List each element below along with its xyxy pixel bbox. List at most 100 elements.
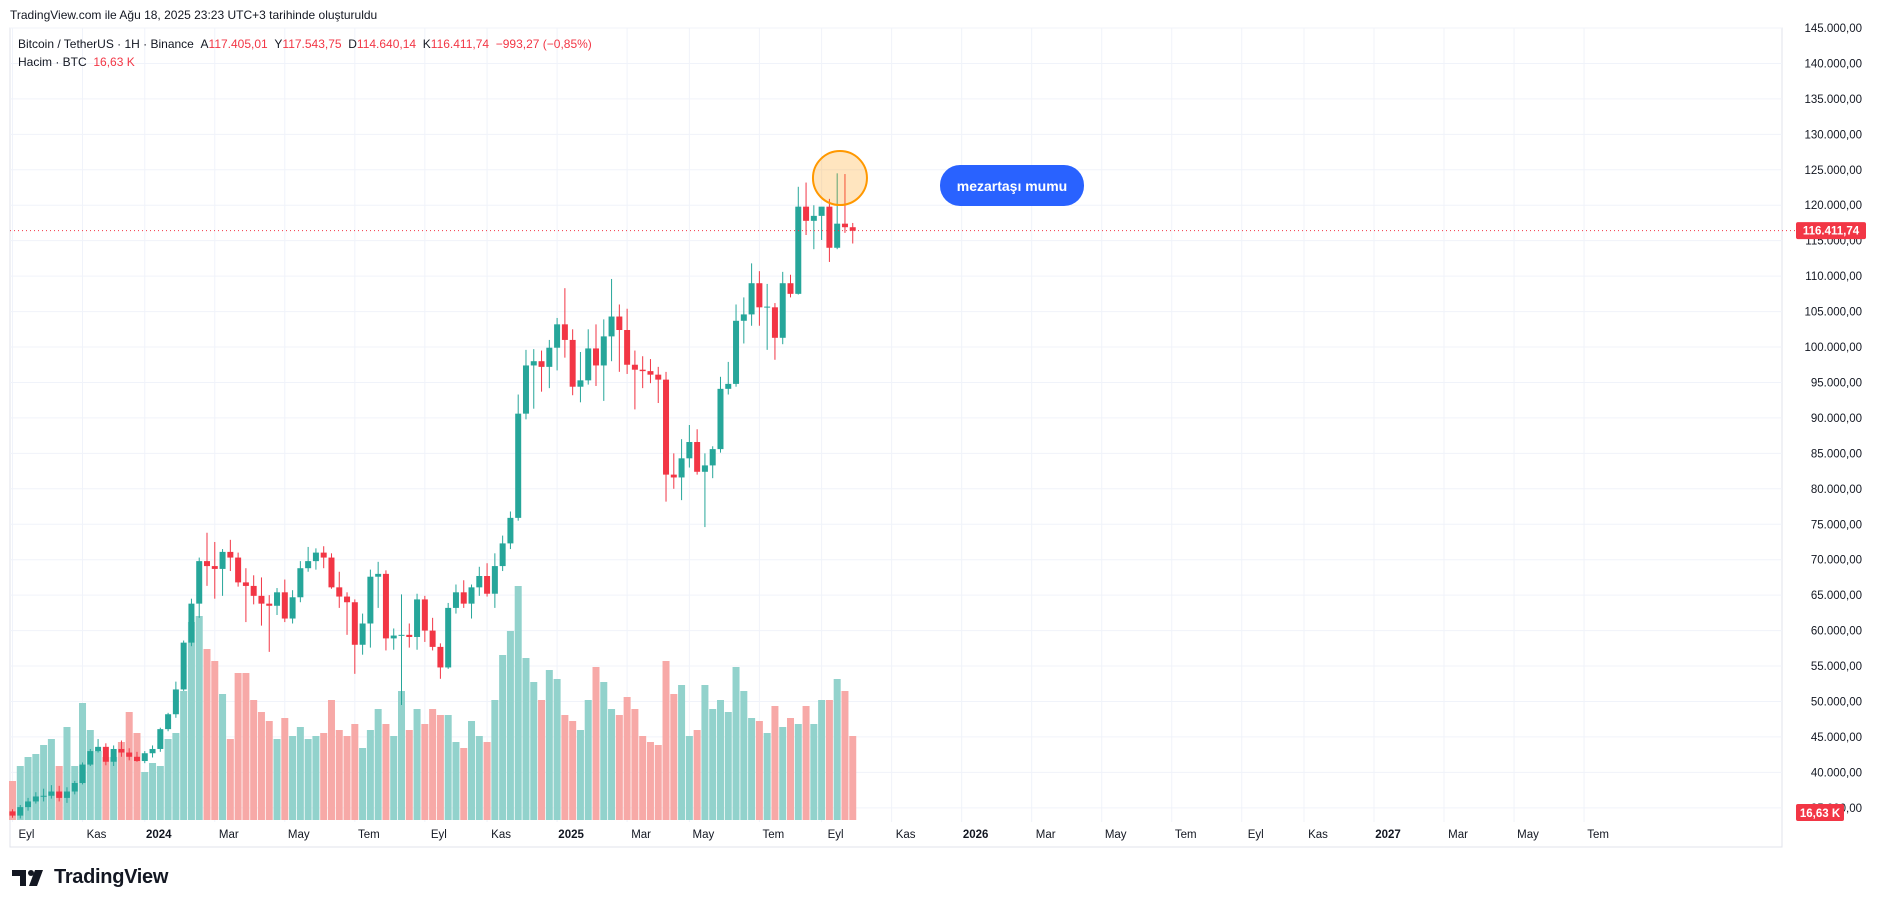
callout-background xyxy=(940,165,1084,206)
time-axis: Eyl Kas 2024 Mar May Tem Eyl Kas 2025 Mar May Tem Ey… xyxy=(19,829,1609,841)
candle xyxy=(421,595,428,642)
candle xyxy=(647,359,654,384)
candle xyxy=(390,628,397,650)
candle-body xyxy=(382,573,389,639)
volume-bar xyxy=(514,586,522,820)
volume-bar xyxy=(506,631,514,820)
symbol-label[interactable]: Bitcoin / TetherUS · 1H · Binance xyxy=(18,37,194,51)
open-value: 117.405,01 xyxy=(208,37,268,51)
candle-body xyxy=(538,361,545,367)
volume-bar xyxy=(849,736,857,820)
candle xyxy=(320,546,327,569)
candle xyxy=(375,561,382,608)
candle-body xyxy=(258,595,265,604)
candle xyxy=(172,681,179,718)
callout-bubble[interactable]: mezartaşı mumu xyxy=(940,165,1084,206)
volume-bar xyxy=(716,700,724,820)
time-tick-label: May xyxy=(692,829,714,841)
volume-bar xyxy=(398,691,405,820)
candle xyxy=(593,324,599,387)
low-label: D xyxy=(348,37,357,51)
price-tick-label: 75.000,00 xyxy=(1811,519,1862,531)
candle-body xyxy=(180,642,187,690)
candle xyxy=(211,541,218,599)
candle-body xyxy=(48,791,55,796)
candle xyxy=(468,584,475,619)
candle-body xyxy=(546,347,553,367)
volume-tag-background xyxy=(1796,804,1844,821)
candle xyxy=(561,288,568,358)
volume-bar xyxy=(646,742,654,820)
candle xyxy=(522,349,529,420)
candle-body xyxy=(499,543,506,567)
price-tick-label: 50.000,00 xyxy=(1811,696,1862,708)
candle xyxy=(771,303,778,360)
candle xyxy=(56,785,63,802)
candle xyxy=(204,532,210,586)
tradingview-logo[interactable]: TradingView xyxy=(12,866,168,889)
volume-bar xyxy=(553,679,561,820)
candle-body xyxy=(312,552,319,562)
candle xyxy=(694,429,701,475)
price-chart[interactable]: 35.000,0040.000,0045.000,0050.000,0055.0… xyxy=(0,0,1882,860)
price-tick-label: 145.000,00 xyxy=(1804,23,1862,35)
candle xyxy=(102,743,109,766)
candle xyxy=(219,549,226,596)
candle-body xyxy=(733,320,740,384)
time-tick-label: Tem xyxy=(1175,829,1197,841)
volume-bar xyxy=(133,733,141,820)
volume-bar xyxy=(662,661,670,820)
candle xyxy=(670,453,677,489)
candle-body xyxy=(211,566,218,569)
volume-bar xyxy=(94,751,102,820)
candle xyxy=(756,271,763,326)
candle-body xyxy=(507,517,514,544)
candle-body xyxy=(515,413,522,518)
volume-label[interactable]: Hacim · BTC xyxy=(18,55,87,69)
candle xyxy=(235,552,242,587)
price-tick-label: 70.000,00 xyxy=(1811,555,1862,567)
candle xyxy=(663,371,670,502)
volume-bar xyxy=(219,694,227,820)
candle xyxy=(328,553,335,589)
volume-bar xyxy=(460,748,468,820)
price-tick-label: 85.000,00 xyxy=(1811,448,1862,460)
candle xyxy=(608,278,615,362)
candle xyxy=(266,595,273,652)
candle xyxy=(569,329,576,396)
volume-bar xyxy=(265,721,273,820)
candle xyxy=(250,575,257,605)
candle-body xyxy=(274,592,281,606)
volume-bar xyxy=(172,733,180,820)
price-tick-label: 90.000,00 xyxy=(1811,413,1862,425)
volume-bar xyxy=(639,736,647,820)
candle xyxy=(624,308,631,374)
candle xyxy=(274,588,281,615)
volume-bar xyxy=(724,712,732,820)
volume-bar xyxy=(9,781,16,820)
candle xyxy=(118,740,125,757)
time-tick-label: Eyl xyxy=(1248,829,1264,841)
candle-body xyxy=(390,635,397,639)
candle-body xyxy=(71,783,78,792)
candle-body xyxy=(701,465,708,472)
price-tick-label: 140.000,00 xyxy=(1804,58,1862,70)
candle-body xyxy=(530,361,537,366)
candle-body xyxy=(351,602,358,645)
candle-body xyxy=(250,585,257,596)
price-tick-label: 135.000,00 xyxy=(1804,94,1862,106)
candle xyxy=(554,317,561,371)
volume-bar xyxy=(615,715,623,820)
volume-bar xyxy=(755,721,763,820)
candle-body xyxy=(554,324,561,348)
candle-body xyxy=(242,582,249,586)
candle xyxy=(180,640,187,691)
candle-body xyxy=(655,374,662,380)
chart-legend: Bitcoin / TetherUS · 1H · Binance A117.4… xyxy=(18,35,592,71)
candle-body xyxy=(227,551,234,558)
volume-bar xyxy=(234,673,242,820)
candle xyxy=(414,593,421,650)
volume-bar xyxy=(141,772,149,820)
candle xyxy=(678,439,685,501)
candle-body xyxy=(297,568,304,598)
